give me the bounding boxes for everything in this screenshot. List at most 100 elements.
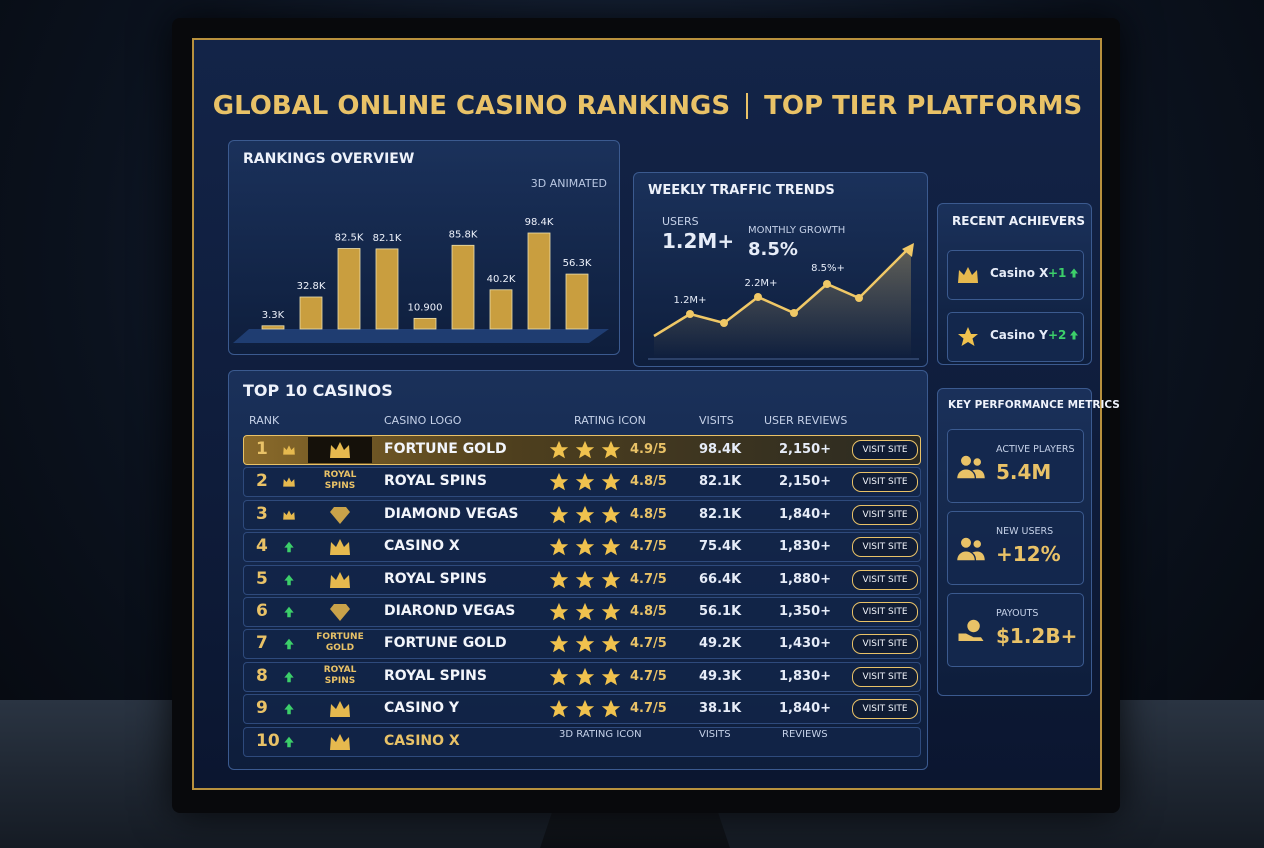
table-panel: TOP 10 CASINOS RANK CASINO LOGO RATING ICO… <box>228 370 928 770</box>
visits: 66.4K <box>699 571 742 587</box>
arrow-icon <box>284 606 294 618</box>
visits: 49.3K <box>699 668 742 684</box>
visit-site-button[interactable]: VISIT SITE <box>852 666 918 687</box>
visit-site-button[interactable]: VISIT SITE <box>852 472 918 493</box>
achiever-card: Casino X +1 <box>947 250 1084 300</box>
diamond-shape <box>330 604 350 621</box>
visits: 49.2K <box>699 636 742 652</box>
logo-box: ROYAL SPINS <box>308 664 372 690</box>
arrow-icon <box>1070 268 1078 278</box>
bar-value-label: 56.3K <box>563 258 592 269</box>
arrow-shape <box>284 736 294 747</box>
bar-value-label: 82.5K <box>335 233 364 244</box>
visit-site-button[interactable]: VISIT SITE <box>852 602 918 622</box>
title: GLOBAL ONLINE CASINO RANKINGS <box>212 91 731 121</box>
star-icon <box>549 602 569 621</box>
crown-shape <box>330 701 350 718</box>
visits: 82.1K <box>699 474 742 490</box>
casino-name: CASINO X <box>384 732 460 749</box>
rating: 4.8/5 <box>630 604 667 619</box>
bar <box>375 248 399 330</box>
bar <box>261 325 285 330</box>
star-shape <box>549 538 569 556</box>
star-icon <box>575 635 595 653</box>
visit-site-button[interactable]: VISIT SITE <box>852 634 918 655</box>
kpi-value: 5.4M <box>996 460 1052 484</box>
point-label: 8.5%+ <box>811 263 845 274</box>
reviews: 2,150+ <box>779 474 832 490</box>
table-row: 6 DIAROND VEGAS 4.8/5 56.1K 1,350+ VISIT SITE <box>243 597 921 627</box>
bar <box>337 248 361 330</box>
title-separator <box>746 93 749 119</box>
kpi-label: PAYOUTS <box>996 608 1039 619</box>
money-shape <box>958 619 984 641</box>
rank: 6 <box>256 601 268 621</box>
crown-icon <box>283 477 295 488</box>
visit-site-button[interactable]: VISIT SITE <box>852 699 918 720</box>
table-row: 4 CASINO X 4.7/5 75.4K 1,830+ VISIT SITE <box>243 532 921 563</box>
bar <box>527 232 551 330</box>
visit-site-button[interactable]: VISIT SITE <box>852 440 918 460</box>
star-shape <box>601 602 621 621</box>
rank: 4 <box>256 536 268 557</box>
star-icon <box>549 700 569 718</box>
visit-site-button[interactable]: VISIT SITE <box>852 569 918 590</box>
star-shape <box>575 667 595 686</box>
star-icon <box>601 505 621 524</box>
casino-name: DIAMOND VEGAS <box>384 505 519 522</box>
reviews: 1,430+ <box>779 636 832 652</box>
bar <box>451 244 475 330</box>
bar-value-label: 10.900 <box>408 302 443 313</box>
column-footer: 3D RATING ICON <box>559 728 642 740</box>
star-icon <box>601 667 621 686</box>
star-icon <box>575 505 595 524</box>
arrow-shape <box>284 671 294 683</box>
reviews: 2,150+ <box>779 442 832 457</box>
visit-site-button[interactable]: VISIT SITE <box>852 537 918 558</box>
table-row: 10 CASINO X <box>243 726 921 757</box>
star-shape <box>601 635 621 653</box>
logo-box <box>308 437 372 463</box>
users-shape <box>957 537 985 561</box>
crown-icon <box>283 445 295 455</box>
logo-text: FORTUNE GOLD <box>316 632 364 654</box>
achievers-panel: RECENT ACHIEVERS Casino X +1 Casino Y +2 <box>937 203 1092 365</box>
star-icon <box>601 602 621 621</box>
arrow-shape <box>284 574 294 585</box>
crown-shape <box>330 442 350 458</box>
panel-title: RANKINGS OVERVIEW <box>243 151 415 167</box>
logo-box <box>308 502 372 528</box>
crown-shape <box>283 445 295 455</box>
star-shape <box>601 570 621 588</box>
star-shape <box>549 635 569 653</box>
rating: 4.7/5 <box>630 571 667 587</box>
users-value: 1.2M+ <box>662 229 735 253</box>
point-label: 2.2M+ <box>745 278 778 289</box>
bar-value-label: 32.8K <box>297 281 326 292</box>
logo-box: FORTUNE GOLD <box>308 631 372 657</box>
rank: 5 <box>256 568 268 589</box>
logo-box <box>308 567 372 593</box>
rating: 4.9/5 <box>630 442 667 457</box>
bar-value-label: 40.2K <box>487 274 516 285</box>
casino-name: ROYAL SPINS <box>384 570 487 587</box>
users-shape <box>957 455 985 479</box>
kpi-label: ACTIVE PLAYERS <box>996 444 1075 455</box>
logo-box <box>308 599 372 625</box>
column-header: CASINO LOGO <box>384 414 462 427</box>
logo-text: ROYAL SPINS <box>323 664 357 686</box>
visit-site-button[interactable]: VISIT SITE <box>852 504 918 525</box>
star-shape <box>601 700 621 718</box>
star-shape <box>601 538 621 556</box>
trend-line <box>653 245 912 338</box>
diamond-icon <box>330 604 350 621</box>
star-icon <box>575 667 595 686</box>
star-shape <box>549 505 569 524</box>
star-icon <box>601 538 621 556</box>
arrow-shape <box>284 703 294 715</box>
star-icon <box>601 570 621 588</box>
star-icon <box>575 700 595 718</box>
star-shape <box>549 473 569 491</box>
crown-shape <box>958 267 978 283</box>
table-row: 7 FORTUNE GOLD FORTUNE GOLD 4.7/5 49.2K 1,430… <box>243 629 921 660</box>
